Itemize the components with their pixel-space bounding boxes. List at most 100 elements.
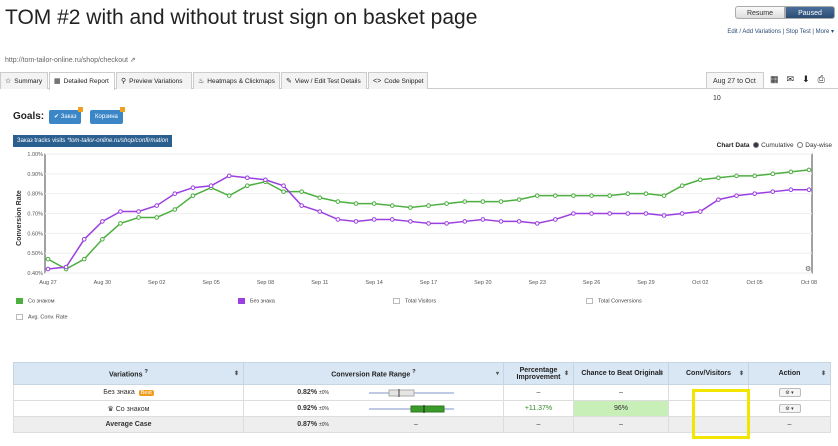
settings-icon[interactable]: ⚙	[805, 265, 811, 273]
data-point[interactable]	[136, 209, 141, 214]
data-point[interactable]	[408, 219, 413, 224]
legend-avg-conv-rate[interactable]: Avg. Conv. Rate	[16, 314, 68, 320]
data-point[interactable]	[516, 219, 522, 224]
data-point[interactable]	[462, 219, 468, 224]
action-gear-button[interactable]: ⚙ ▾	[778, 404, 801, 413]
data-point[interactable]	[226, 193, 232, 198]
data-point[interactable]	[172, 191, 178, 196]
data-point[interactable]	[752, 173, 757, 179]
download-icon[interactable]: ⬇	[802, 74, 818, 84]
data-point[interactable]	[697, 177, 703, 183]
data-point[interactable]	[516, 197, 522, 202]
data-point[interactable]	[806, 167, 812, 173]
legend-series-2[interactable]: Без знака	[238, 298, 275, 304]
data-point[interactable]	[317, 209, 323, 214]
legend-series-1[interactable]: Со знаком	[16, 298, 55, 304]
data-point[interactable]	[480, 217, 486, 222]
data-point[interactable]	[788, 187, 794, 193]
data-point[interactable]	[444, 221, 449, 226]
data-point[interactable]	[661, 193, 667, 198]
data-point[interactable]	[100, 236, 105, 242]
calendar-icon[interactable]: ▦	[770, 74, 787, 84]
col-rate-range[interactable]: Conversion Rate Range ? ▾	[243, 362, 504, 385]
data-point[interactable]	[716, 197, 721, 202]
col-action[interactable]: Action ⬍	[748, 362, 831, 385]
goal-zakaz-button[interactable]: ✔ Заказ	[49, 107, 84, 124]
data-point[interactable]	[788, 169, 794, 175]
data-point[interactable]	[154, 215, 160, 220]
data-point[interactable]	[118, 209, 123, 214]
resume-button[interactable]: Resume	[735, 6, 785, 19]
data-point[interactable]	[81, 236, 87, 242]
data-point[interactable]	[752, 191, 757, 196]
data-point[interactable]	[571, 211, 576, 216]
action-gear-button[interactable]: ⚙ ▾	[778, 388, 801, 397]
data-point[interactable]	[335, 217, 341, 222]
data-point[interactable]	[317, 195, 323, 200]
data-point[interactable]	[389, 217, 395, 222]
tab-code-snippet[interactable]: <> Code Snippet	[368, 72, 428, 89]
data-point[interactable]	[353, 219, 359, 224]
legend-total-conversions[interactable]: Total Conversions	[586, 298, 642, 304]
data-point[interactable]	[498, 199, 504, 204]
data-point[interactable]	[154, 203, 160, 208]
data-point[interactable]	[226, 173, 232, 179]
data-point[interactable]	[553, 193, 558, 198]
tab-preview-variations[interactable]: ⚲ Preview Variations	[116, 72, 192, 89]
data-point[interactable]	[697, 209, 703, 214]
data-point[interactable]	[190, 185, 196, 191]
data-point[interactable]	[661, 213, 667, 218]
data-point[interactable]	[45, 256, 51, 262]
top-links[interactable]: Edit / Add Variations | Stop Test | More…	[727, 29, 834, 35]
data-point[interactable]	[100, 219, 105, 224]
date-range[interactable]: Aug 27 to Oct 10	[706, 72, 764, 102]
col-chance[interactable]: Chance to Beat Original ⬍	[573, 362, 669, 385]
data-point[interactable]	[444, 201, 449, 206]
print-icon[interactable]: ⎙	[817, 74, 833, 84]
data-point[interactable]	[426, 221, 431, 226]
data-point[interactable]	[371, 201, 377, 206]
data-point[interactable]	[734, 173, 739, 179]
page-url[interactable]: http://tom-tailor-online.ru/shop/checkou…	[5, 57, 136, 64]
col-improvement[interactable]: Percentage Improvement ⬍	[503, 362, 574, 385]
data-point[interactable]	[770, 189, 776, 194]
data-point[interactable]	[63, 264, 69, 270]
tab-view-edit[interactable]: ✎ View / Edit Test Details	[281, 72, 367, 89]
data-point[interactable]	[389, 203, 395, 208]
data-point[interactable]	[625, 191, 631, 196]
data-point[interactable]	[281, 183, 286, 189]
data-point[interactable]	[679, 211, 685, 216]
data-point[interactable]	[534, 193, 540, 198]
data-point[interactable]	[607, 211, 612, 216]
data-point[interactable]	[716, 175, 721, 181]
data-point[interactable]	[81, 256, 87, 262]
data-point[interactable]	[353, 201, 359, 206]
data-point[interactable]	[480, 199, 486, 204]
data-point[interactable]	[208, 183, 214, 189]
data-point[interactable]	[408, 205, 413, 210]
col-conv-visitors[interactable]: Conv/Visitors ⬍	[668, 362, 749, 385]
data-point[interactable]	[371, 217, 377, 222]
data-point[interactable]	[299, 203, 304, 208]
data-point[interactable]	[45, 266, 51, 272]
data-point[interactable]	[190, 193, 196, 198]
data-point[interactable]	[172, 207, 178, 212]
data-point[interactable]	[335, 199, 341, 204]
data-point[interactable]	[426, 203, 431, 208]
data-point[interactable]	[643, 211, 649, 216]
data-point[interactable]	[136, 215, 141, 220]
tab-heatmaps[interactable]: ♨ Heatmaps & Clickmaps	[193, 72, 280, 89]
data-point[interactable]	[498, 219, 504, 224]
data-point[interactable]	[534, 221, 540, 226]
data-point[interactable]	[625, 211, 631, 216]
mail-icon[interactable]: ✉	[786, 74, 803, 84]
data-point[interactable]	[589, 211, 594, 216]
tab-detailed-report[interactable]: ▦ Detailed Report	[49, 72, 115, 90]
data-point[interactable]	[607, 193, 612, 198]
data-point[interactable]	[571, 193, 576, 198]
data-point[interactable]	[643, 191, 649, 196]
paused-button[interactable]: Paused	[785, 6, 835, 19]
tab-summary[interactable]: ☆ Summary	[0, 72, 48, 89]
data-point[interactable]	[462, 199, 468, 204]
data-point[interactable]	[245, 183, 250, 189]
